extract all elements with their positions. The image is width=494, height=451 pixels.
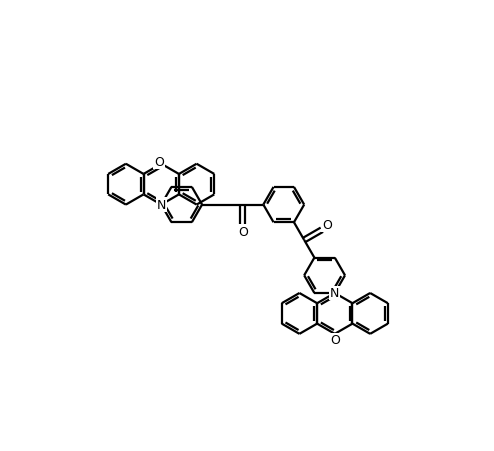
Text: N: N xyxy=(157,198,166,212)
Text: N: N xyxy=(330,287,339,300)
Text: O: O xyxy=(322,219,331,232)
Text: O: O xyxy=(154,156,164,169)
Text: O: O xyxy=(330,334,340,347)
Text: O: O xyxy=(238,225,248,238)
